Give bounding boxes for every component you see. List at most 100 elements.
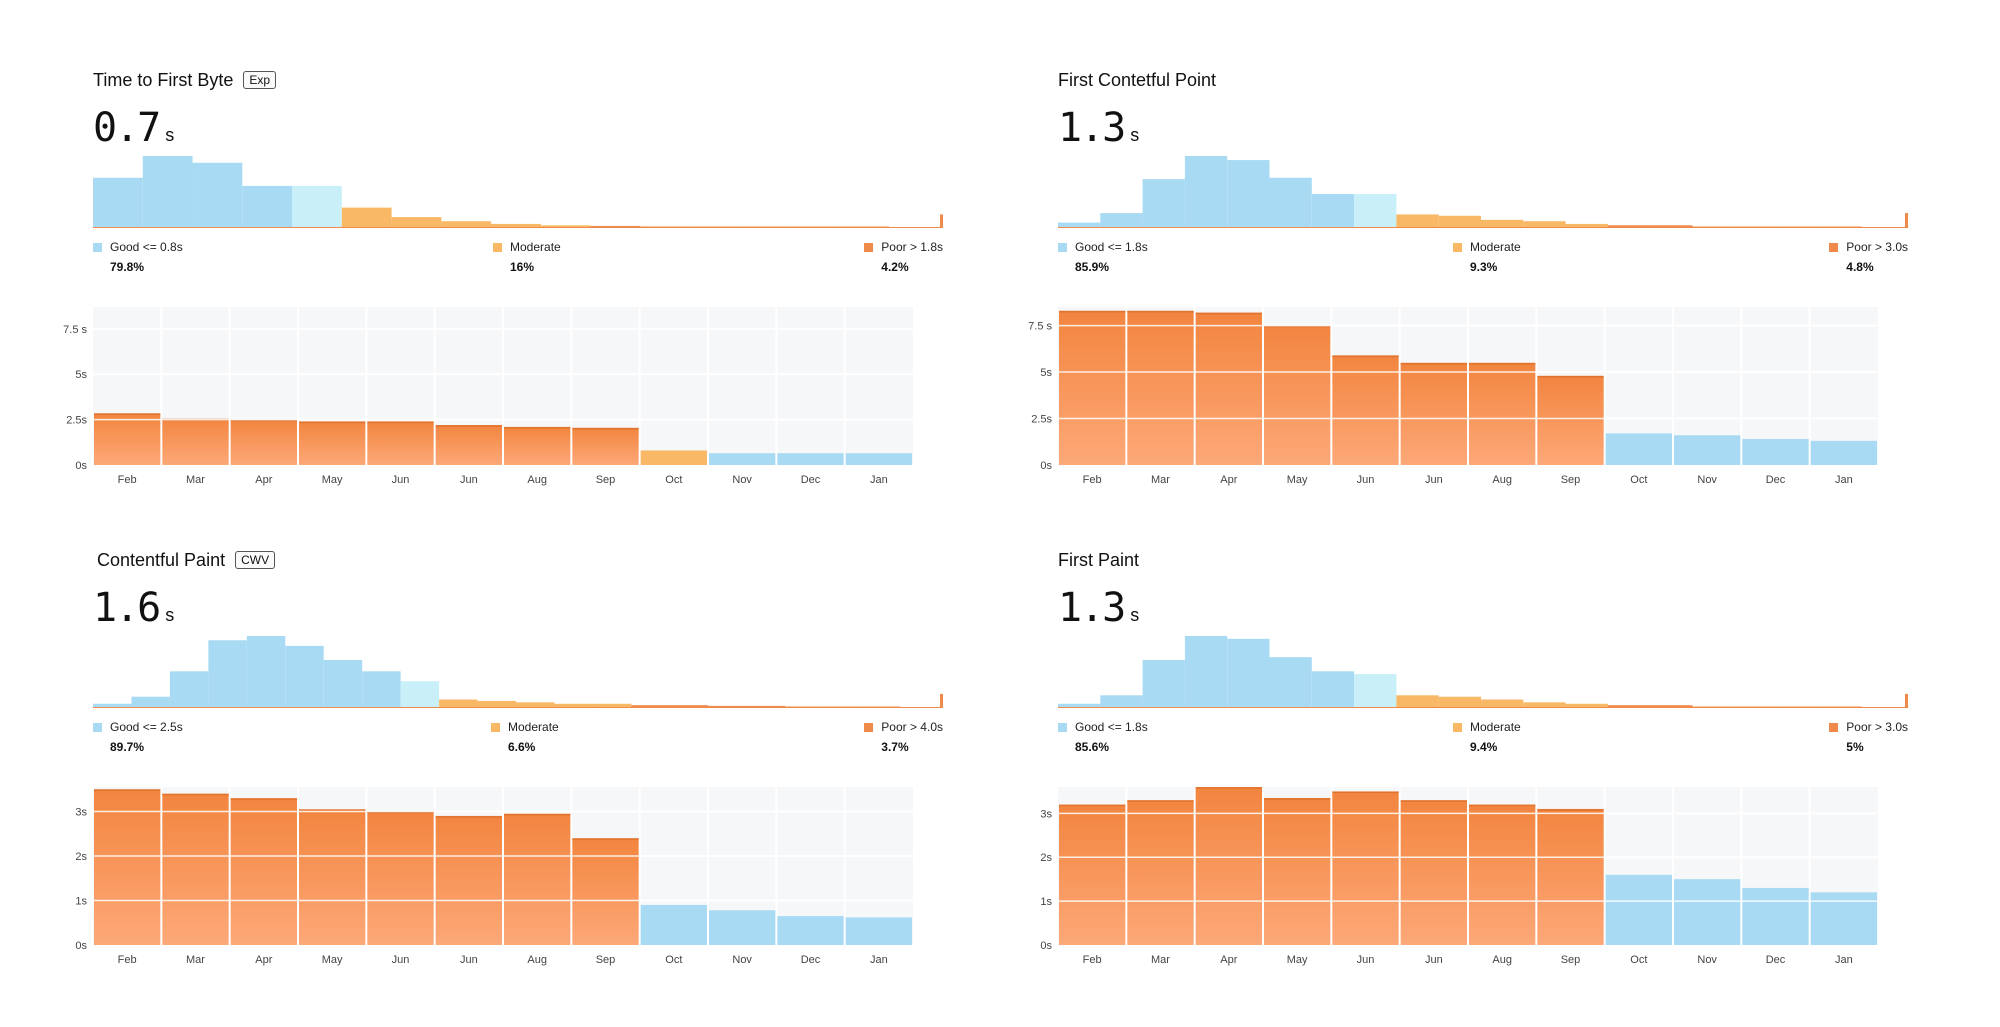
metric-value: 0.7 s bbox=[93, 105, 174, 151]
histogram-bin-moderate bbox=[1396, 214, 1439, 228]
legend-poor-percent: 5% bbox=[1846, 740, 1864, 754]
histogram-bin-good bbox=[285, 645, 324, 708]
legend-moderate-percent: 9.3% bbox=[1470, 260, 1498, 274]
histogram-bin-moderate bbox=[1523, 702, 1566, 708]
monthly-bar-chart: 0s 2.5s 5s 7.5 s Feb Mar Apr May Jun Jun Aug Sep Oct… bbox=[1028, 307, 1878, 486]
x-tick-label: Nov bbox=[1697, 474, 1717, 486]
y-tick-label: 0s bbox=[1040, 460, 1052, 472]
legend-poor-label: Poor > 4.0s bbox=[881, 720, 943, 734]
bar-good bbox=[1605, 433, 1672, 465]
x-tick-label: Nov bbox=[1697, 954, 1717, 966]
x-tick-label: Apr bbox=[1220, 474, 1237, 486]
bar-poor bbox=[367, 811, 434, 945]
bar-good bbox=[777, 916, 844, 945]
legend-good: Good <= 2.5s 89.7% bbox=[93, 720, 183, 754]
legend-good-swatch bbox=[1058, 723, 1067, 732]
histogram-bin-good bbox=[1100, 695, 1143, 708]
bar-good bbox=[709, 453, 776, 465]
bar-poor bbox=[1469, 804, 1536, 945]
metric-panel-ttfb: Time to First Byte Exp 0.7 s Good <= 0.8… bbox=[63, 65, 973, 525]
histogram-bin-poor bbox=[940, 214, 943, 228]
x-tick-label: May bbox=[1287, 474, 1308, 486]
legend-good-percent: 85.6% bbox=[1075, 740, 1110, 754]
metric-value-number: 0.7 bbox=[93, 105, 161, 151]
legend-poor-swatch bbox=[864, 243, 874, 252]
histogram-bin-good bbox=[1184, 156, 1228, 228]
histogram-bin-good bbox=[1058, 222, 1101, 228]
bar-moderate bbox=[640, 450, 707, 465]
legend-poor: Poor > 4.0s 3.7% bbox=[864, 720, 943, 754]
histogram-bin-poor bbox=[590, 225, 641, 228]
x-tick-label: Jan bbox=[870, 474, 888, 486]
legend-good: Good <= 1.8s 85.9% bbox=[1058, 240, 1148, 274]
y-tick-label: 3s bbox=[1040, 808, 1052, 820]
bar-poor bbox=[1537, 375, 1604, 465]
legend-good-label: Good <= 1.8s bbox=[1075, 720, 1148, 734]
histogram-bin-moderate bbox=[439, 699, 478, 708]
legend-moderate: Moderate 16% bbox=[493, 240, 561, 274]
x-tick-label: Aug bbox=[527, 954, 547, 966]
legend-good: Good <= 1.8s 85.6% bbox=[1058, 720, 1148, 754]
legend-good-swatch bbox=[93, 723, 102, 732]
y-tick-label: 2.5s bbox=[66, 415, 87, 427]
metric-value-unit: s bbox=[165, 605, 175, 625]
histogram-bin-poor bbox=[708, 705, 747, 708]
metric-value: 1.6 s bbox=[93, 585, 174, 631]
panel-badge[interactable]: CWV bbox=[235, 551, 276, 569]
legend-moderate: Moderate 6.6% bbox=[491, 720, 559, 754]
bar-poor bbox=[504, 813, 571, 945]
histogram-bin-good bbox=[1269, 177, 1312, 228]
legend-poor-percent: 4.8% bbox=[1846, 260, 1874, 274]
legend-moderate-percent: 9.4% bbox=[1470, 740, 1498, 754]
histogram-bin-good bbox=[93, 703, 132, 708]
histogram-bin-good bbox=[169, 671, 209, 708]
bar-poor bbox=[435, 425, 502, 465]
y-tick-label: 3s bbox=[75, 806, 87, 818]
histogram-bin-good bbox=[192, 162, 243, 228]
bar-poor bbox=[1537, 808, 1604, 945]
x-tick-label: Jan bbox=[1835, 954, 1853, 966]
bar-poor bbox=[94, 789, 161, 945]
histogram-bin-moderate bbox=[1438, 696, 1481, 708]
legend-moderate-label: Moderate bbox=[510, 240, 561, 254]
histogram-bin-moderate bbox=[477, 700, 516, 708]
distribution-legend: Good <= 0.8s 79.8% Moderate 16% Poor > 1… bbox=[93, 240, 943, 280]
legend-moderate-swatch bbox=[493, 243, 502, 252]
legend-moderate-swatch bbox=[1453, 723, 1462, 732]
y-tick-label: 2.5s bbox=[1031, 414, 1052, 426]
y-tick-label: 5s bbox=[75, 369, 87, 381]
histogram-bin-poor bbox=[1905, 213, 1908, 228]
panel-title: First Contetful Point bbox=[1058, 69, 1217, 90]
x-tick-label: Feb bbox=[1083, 474, 1102, 486]
x-tick-label: Oct bbox=[665, 954, 682, 966]
bar-poor bbox=[1059, 310, 1126, 465]
x-tick-label: Sep bbox=[1561, 474, 1581, 486]
legend-moderate: Moderate 9.3% bbox=[1453, 240, 1521, 274]
bar-good bbox=[845, 917, 912, 945]
x-tick-label: Sep bbox=[1561, 954, 1581, 966]
x-tick-label: May bbox=[1287, 954, 1308, 966]
x-tick-label: Dec bbox=[801, 474, 821, 486]
histogram-bin-good bbox=[323, 660, 363, 708]
histogram-bin-poor bbox=[746, 705, 786, 708]
histogram-bin-good bbox=[1227, 638, 1270, 708]
histogram-bin-good-light bbox=[400, 681, 440, 708]
legend-good-swatch bbox=[93, 243, 102, 252]
bar-poor bbox=[1059, 804, 1126, 945]
y-tick-label: 1s bbox=[75, 895, 87, 907]
bar-poor bbox=[94, 413, 161, 465]
x-tick-label: Dec bbox=[1766, 474, 1786, 486]
histogram-bin-good bbox=[1100, 213, 1143, 228]
legend-poor-percent: 3.7% bbox=[881, 740, 909, 754]
x-tick-label: Jun bbox=[1357, 474, 1375, 486]
panel-title-row: Time to First Byte Exp bbox=[93, 65, 277, 95]
histogram-bin-good bbox=[1184, 636, 1228, 708]
distribution-histogram bbox=[93, 156, 943, 228]
panel-badge[interactable]: Exp bbox=[243, 71, 277, 89]
legend-poor-percent: 4.2% bbox=[881, 260, 909, 274]
bar-poor bbox=[1400, 800, 1467, 945]
histogram-bin-good bbox=[131, 696, 170, 708]
x-tick-label: Feb bbox=[1083, 954, 1102, 966]
x-tick-label: Apr bbox=[1220, 954, 1237, 966]
legend-poor: Poor > 1.8s 4.2% bbox=[864, 240, 943, 274]
